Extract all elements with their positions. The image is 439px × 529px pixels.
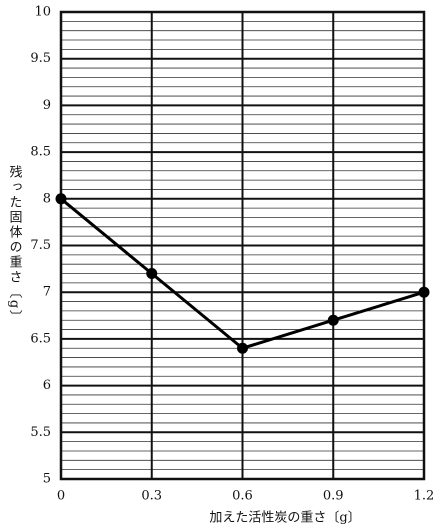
- point: [237, 342, 248, 354]
- y-axis-title: 残った固体の重さ〔g〕: [7, 165, 23, 325]
- y-tick-label: 9: [43, 98, 51, 113]
- point: [55, 193, 67, 205]
- y-tick-label: 7: [43, 285, 51, 300]
- plot-frame: [59, 10, 426, 481]
- x-axis-title: 加えた活性炭の重さ〔g〕: [209, 510, 360, 526]
- y-tick-label: 6.5: [30, 331, 51, 346]
- y-tick-label: 5: [43, 472, 51, 487]
- x-tick-label: 0: [57, 489, 65, 504]
- y-tick-label: 7.5: [30, 238, 51, 253]
- x-tick-label: 0.6: [232, 489, 253, 504]
- y-tick-label: 8.5: [30, 145, 51, 160]
- y-tick-label: 6: [43, 378, 51, 393]
- y-tick-label: 8: [43, 191, 51, 206]
- point: [418, 286, 430, 298]
- x-tick-label: 0.3: [141, 489, 162, 504]
- y-tick-label: 10: [34, 5, 51, 20]
- y-tick-label: 5.5: [30, 425, 51, 440]
- point: [327, 314, 339, 326]
- x-tick-label: 1.2: [414, 489, 435, 504]
- point: [146, 268, 158, 280]
- y-tick-label: 9.5: [30, 51, 51, 66]
- x-tick-label: 0.9: [323, 489, 344, 504]
